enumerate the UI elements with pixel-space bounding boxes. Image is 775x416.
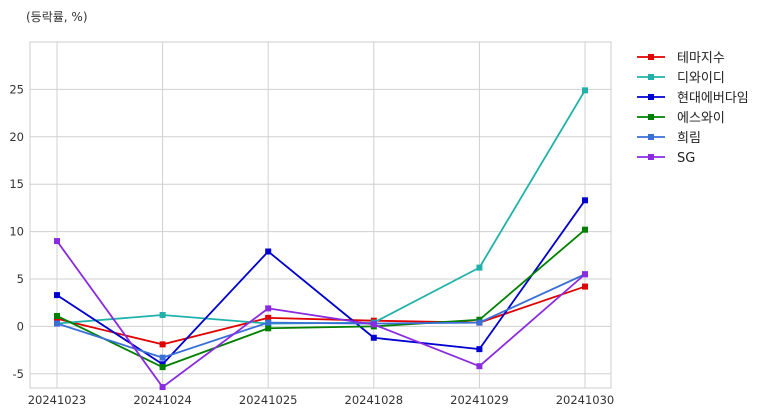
axis-labels: -5 0 5 10 15 20 25 20241023 20241024 20241025 2024… (9, 82, 614, 407)
y-tick-label: 20 (9, 130, 24, 144)
y-tick-label: -5 (13, 367, 24, 381)
legend-label: SG (677, 151, 695, 166)
data-point (265, 305, 272, 312)
x-tick-label: 20241024 (133, 393, 192, 407)
data-point (476, 363, 483, 370)
data-point (265, 248, 272, 255)
data-point (159, 364, 166, 371)
series-6 (54, 238, 588, 391)
legend-label: 디와이디 (677, 71, 725, 86)
legend-label: 에스와이 (677, 111, 725, 126)
data-point (54, 320, 60, 327)
data-point (582, 226, 588, 233)
data-point (159, 341, 166, 348)
x-tick-label: 20241023 (28, 393, 87, 407)
x-tick-label: 20241028 (345, 393, 404, 407)
data-point (476, 346, 483, 353)
legend-marker (648, 134, 654, 140)
legend-marker (648, 74, 654, 80)
legend-label: 현대에버다임 (677, 91, 749, 106)
legend-item: 희림 (637, 131, 701, 146)
grid (30, 42, 611, 388)
y-tick-label: 10 (9, 225, 24, 239)
y-tick-label: 25 (9, 82, 24, 96)
data-point (54, 238, 60, 245)
x-tick-label: 20241025 (239, 393, 298, 407)
y-tick-label: 5 (17, 272, 24, 286)
legend-marker (648, 114, 654, 120)
legend-item: 에스와이 (637, 111, 725, 126)
data-point (582, 197, 588, 204)
data-point (476, 319, 483, 326)
series-line (56, 240, 586, 388)
x-tick-label: 20241029 (450, 393, 509, 407)
data-point (265, 325, 272, 332)
data-point (582, 283, 588, 290)
y-tick-label: 15 (9, 177, 24, 191)
data-point (265, 319, 272, 326)
legend-item: 현대에버다임 (637, 91, 749, 106)
legend-label: 테마지수 (677, 51, 725, 66)
series-line (56, 229, 586, 369)
plot-area (29, 41, 612, 389)
data-point (370, 321, 377, 328)
data-point (582, 87, 588, 94)
series-line (56, 273, 586, 359)
legend-item: SG (637, 151, 695, 166)
series-lines (54, 87, 588, 391)
y-tick-label: 0 (17, 319, 24, 333)
data-point (54, 312, 60, 319)
data-point (159, 384, 166, 391)
legend-item: 테마지수 (637, 51, 725, 66)
data-point (370, 334, 377, 341)
legend-marker (648, 94, 654, 100)
legend-marker (648, 54, 654, 60)
legend-item: 디와이디 (637, 71, 725, 86)
series-line (56, 285, 586, 346)
legend-label: 희림 (677, 131, 701, 146)
legend-marker (648, 154, 654, 160)
data-point (265, 314, 272, 321)
data-point (54, 292, 60, 299)
data-point (476, 264, 483, 271)
data-point (159, 354, 166, 361)
x-tick-label: 20241030 (556, 393, 615, 407)
unit-label: (등락률, %) (26, 10, 88, 24)
data-point (582, 271, 588, 278)
data-point (159, 312, 166, 319)
